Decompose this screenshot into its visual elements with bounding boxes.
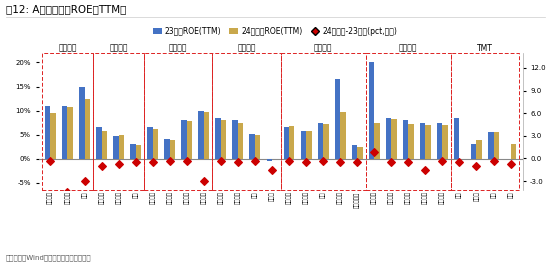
Bar (221, 120, 226, 159)
Bar (182, 120, 187, 159)
Bar (340, 112, 345, 159)
Bar (62, 106, 68, 159)
Bar (79, 87, 85, 159)
Point (284, 159, 293, 163)
Point (387, 160, 395, 164)
Bar (212, 53, 280, 190)
Text: 图12: A股一级行业ROE（TTM）: 图12: A股一级行业ROE（TTM） (6, 4, 126, 14)
Bar (267, 159, 272, 161)
Bar (386, 118, 391, 159)
Bar (425, 125, 431, 159)
Point (97, 164, 106, 168)
Point (114, 162, 123, 167)
Bar (164, 139, 170, 159)
Text: 上游资源: 上游资源 (58, 44, 76, 53)
Point (318, 159, 327, 163)
Bar (366, 53, 451, 190)
Bar (289, 126, 294, 159)
Bar (454, 118, 459, 159)
Text: 可选消费: 可选消费 (314, 44, 332, 53)
Text: 数据来源：Wind，广发证券发展研究中心: 数据来源：Wind，广发证券发展研究中心 (6, 255, 91, 261)
Bar (130, 144, 136, 159)
Bar (476, 139, 482, 159)
Point (148, 160, 157, 164)
Bar (119, 135, 124, 159)
Bar (284, 128, 289, 159)
Point (251, 159, 260, 163)
Bar (68, 107, 73, 159)
Point (506, 162, 515, 167)
Bar (374, 123, 379, 159)
Bar (42, 53, 93, 190)
Point (46, 159, 55, 163)
Point (472, 164, 481, 168)
Bar (403, 120, 408, 159)
Bar (85, 98, 90, 159)
Point (370, 150, 378, 154)
Bar (255, 135, 260, 159)
Bar (136, 145, 141, 159)
Bar (408, 124, 414, 159)
Bar (318, 123, 323, 159)
Point (200, 179, 208, 183)
Bar (280, 53, 366, 190)
Bar (471, 144, 476, 159)
Bar (238, 123, 243, 159)
Bar (391, 119, 397, 159)
Point (301, 160, 310, 164)
Text: 其他周期: 其他周期 (237, 44, 256, 53)
Bar (199, 111, 204, 159)
Bar (357, 147, 362, 159)
Bar (451, 53, 519, 190)
Text: TMT: TMT (477, 44, 493, 53)
Bar (147, 128, 153, 159)
Point (336, 160, 344, 164)
Bar (250, 134, 255, 159)
Point (63, 190, 72, 195)
Bar (170, 139, 175, 159)
Bar (323, 124, 328, 159)
Text: 必需消费: 必需消费 (399, 44, 417, 53)
Point (131, 160, 140, 164)
Bar (437, 123, 442, 159)
Legend: 23年报ROE(TTM), 24一季报ROE(TTM), 24一季报-23年报(pct,右轴): 23年报ROE(TTM), 24一季报ROE(TTM), 24一季报-23年报(… (150, 23, 400, 39)
Point (455, 160, 464, 164)
Bar (144, 53, 212, 190)
Point (80, 179, 89, 183)
Bar (301, 131, 306, 159)
Point (183, 159, 191, 163)
Point (166, 159, 174, 163)
Bar (493, 132, 499, 159)
Point (234, 160, 243, 164)
Text: 中游制造: 中游制造 (169, 44, 188, 53)
Bar (153, 129, 158, 159)
Bar (420, 123, 425, 159)
Bar (45, 106, 51, 159)
Bar (216, 118, 221, 159)
Point (438, 159, 447, 163)
Bar (352, 145, 357, 159)
Text: 中游材料: 中游材料 (109, 44, 128, 53)
Bar (51, 113, 56, 159)
Point (489, 159, 498, 163)
Bar (187, 121, 192, 159)
Bar (442, 125, 448, 159)
Bar (306, 131, 311, 159)
Bar (510, 144, 516, 159)
Bar (102, 131, 107, 159)
Bar (113, 136, 119, 159)
Bar (96, 128, 102, 159)
Bar (204, 112, 209, 159)
Bar (369, 62, 374, 159)
Point (404, 160, 412, 164)
Bar (93, 53, 144, 190)
Bar (233, 120, 238, 159)
Point (353, 160, 361, 164)
Point (268, 168, 277, 172)
Bar (335, 79, 340, 159)
Point (217, 159, 226, 163)
Point (421, 168, 430, 172)
Bar (488, 132, 493, 159)
